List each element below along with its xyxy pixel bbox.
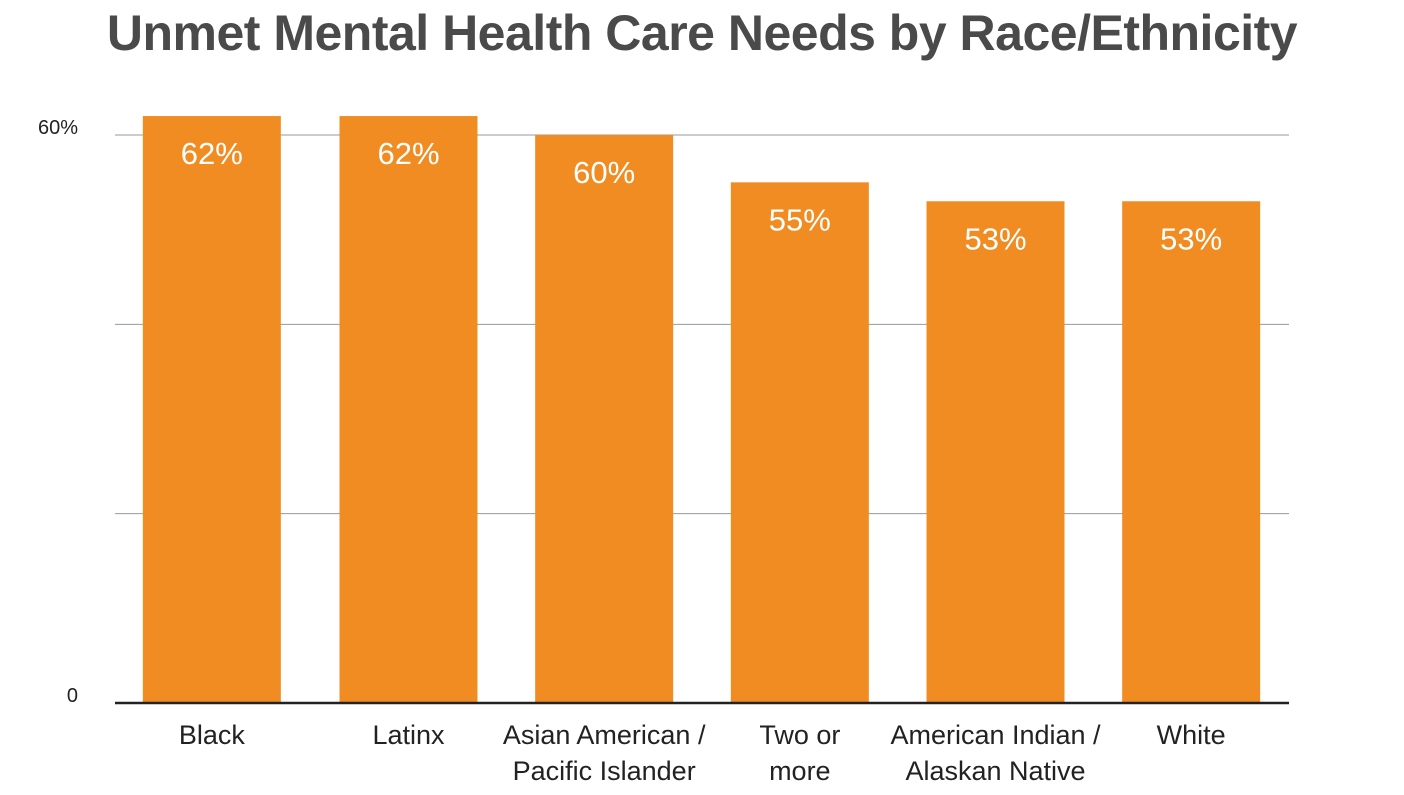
chart-title: Unmet Mental Health Care Needs by Race/E… [106, 5, 1298, 61]
bar [339, 116, 478, 704]
data-label: 60% [573, 155, 635, 190]
category-label: Latinx [372, 720, 445, 750]
category-label: Alaskan Native [905, 756, 1085, 786]
bar [730, 182, 869, 704]
bar [535, 135, 674, 703]
category-label: Asian American / [503, 720, 706, 750]
bar [142, 116, 281, 704]
category-label: Pacific Islander [513, 756, 696, 786]
y-tick-label: 60% [38, 117, 78, 139]
category-label: more [769, 756, 831, 786]
bar [1122, 201, 1261, 703]
category-label: Two or [759, 720, 840, 750]
data-label: 62% [377, 136, 439, 171]
data-label: 62% [181, 136, 243, 171]
category-label: White [1157, 720, 1226, 750]
bar [926, 201, 1065, 703]
category-label: Black [179, 720, 246, 750]
data-label: 55% [769, 202, 831, 237]
data-label: 53% [1160, 221, 1222, 256]
y-tick-label: 0 [67, 685, 78, 707]
data-label: 53% [964, 221, 1026, 256]
category-label: American Indian / [890, 720, 1101, 750]
